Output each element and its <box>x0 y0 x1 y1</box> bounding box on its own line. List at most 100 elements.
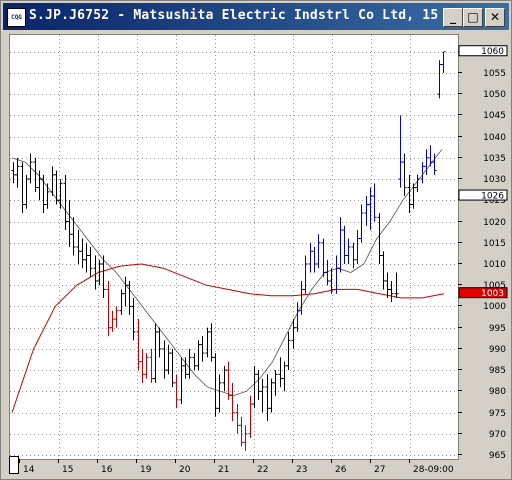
y-tick-label: 980 <box>489 387 506 397</box>
price-bar <box>389 280 394 303</box>
price-bar <box>265 374 270 422</box>
x-tick-label: 22 <box>257 465 268 475</box>
price-bar <box>407 174 412 214</box>
chart-plot-area[interactable] <box>9 34 459 460</box>
price-bar <box>260 378 265 413</box>
price-bar <box>15 157 20 188</box>
price-bar <box>286 331 291 371</box>
price-bar <box>209 323 214 362</box>
price-bar <box>149 348 154 383</box>
price-bar <box>41 174 46 214</box>
y-tick-label: 1000 <box>483 302 506 312</box>
price-bar <box>80 238 85 269</box>
price-bar <box>312 247 317 273</box>
price-bar <box>415 174 420 192</box>
price-axis[interactable]: 965 970 975 980 985 990 995 1000 1005 1010 1015 102… <box>458 34 510 458</box>
price-bar <box>84 242 89 273</box>
y-tick-label: 1015 <box>483 239 506 249</box>
price-bar <box>351 242 356 269</box>
window-title: S.JP.J6752 - Matsushita Electric Indstrl… <box>29 8 471 23</box>
price-bar <box>136 319 141 371</box>
price-bar <box>230 382 235 422</box>
price-bar <box>381 251 386 290</box>
price-bar <box>71 217 76 256</box>
price-bar <box>63 174 68 231</box>
price-bar <box>179 357 184 405</box>
price-bar <box>437 60 442 99</box>
price-bar <box>114 306 119 328</box>
price-bar <box>372 183 377 222</box>
price-bar <box>295 302 300 332</box>
price-bar <box>402 153 407 197</box>
price-bar <box>278 357 283 388</box>
y-tick-label: 965 <box>489 451 506 458</box>
scroll-handle[interactable] <box>9 456 19 474</box>
price-bar <box>239 416 244 447</box>
price-bar <box>299 280 304 315</box>
x-tick-label: 14 <box>23 465 35 475</box>
y-tick-label: 1005 <box>483 281 506 291</box>
price-bar <box>424 149 429 175</box>
x-tick-label: 20 <box>179 465 191 475</box>
price-bar <box>76 230 81 264</box>
price-bar <box>101 255 106 298</box>
price-bar <box>174 374 179 409</box>
price-chart-svg <box>10 35 458 459</box>
price-bar <box>170 348 175 388</box>
price-bar <box>28 153 33 184</box>
y-tick-label: 1010 <box>483 260 506 270</box>
minimize-button[interactable]: _ <box>443 8 463 27</box>
price-bar <box>248 395 253 439</box>
price-bar <box>88 247 93 277</box>
price-bar <box>226 361 231 400</box>
x-tick-label: 21 <box>218 465 229 475</box>
price-bar <box>37 170 42 201</box>
price-bar <box>24 174 29 209</box>
y-tick-label: 1035 <box>483 154 506 164</box>
price-bar <box>127 280 132 315</box>
x-tick-label: 19 <box>140 465 152 475</box>
price-bar <box>140 348 145 383</box>
price-bar <box>428 145 433 167</box>
price-bar <box>205 327 210 358</box>
price-bar <box>441 51 446 73</box>
price-bar <box>252 365 257 409</box>
time-axis[interactable]: 14 15 16 19 20 21 22 23 26 27 28-09:00 <box>9 459 457 477</box>
price-bar <box>97 259 102 286</box>
price-bar <box>394 272 399 298</box>
close-button[interactable]: ✕ <box>485 8 505 27</box>
long-moving-average-line <box>11 263 445 413</box>
price-bar <box>166 344 171 375</box>
price-bar <box>187 348 192 379</box>
price-bar <box>213 353 218 417</box>
price-bar <box>420 162 425 184</box>
maximize-button[interactable]: □ <box>463 8 483 27</box>
y-tick-label: 1040 <box>483 133 506 143</box>
price-flag-label: 1003 <box>481 289 504 299</box>
price-bar <box>303 255 308 294</box>
price-bar <box>377 213 382 264</box>
price-bar <box>334 255 339 294</box>
price-bar <box>196 340 201 371</box>
price-bar <box>200 336 205 362</box>
price-bar <box>50 166 55 197</box>
y-tick-label: 1030 <box>483 175 506 185</box>
y-tick-label: 990 <box>489 345 506 355</box>
cqg-app-icon: CQG <box>7 8 26 27</box>
y-tick-label: 975 <box>489 409 506 419</box>
price-bar <box>308 242 313 273</box>
price-bar <box>355 230 360 264</box>
price-bar <box>411 183 416 209</box>
title-bar[interactable]: CQG S.JP.J6752 - Matsushita Electric Ind… <box>3 3 509 30</box>
price-bar <box>222 365 227 392</box>
y-tick-label: 1045 <box>483 111 506 121</box>
price-bar <box>123 276 128 307</box>
price-bar <box>45 183 50 209</box>
price-bar <box>364 196 369 226</box>
price-bar <box>346 238 351 264</box>
price-bar <box>256 370 261 400</box>
price-bar <box>359 204 364 243</box>
price-bar <box>153 323 158 383</box>
short-moving-average-line <box>11 149 443 397</box>
